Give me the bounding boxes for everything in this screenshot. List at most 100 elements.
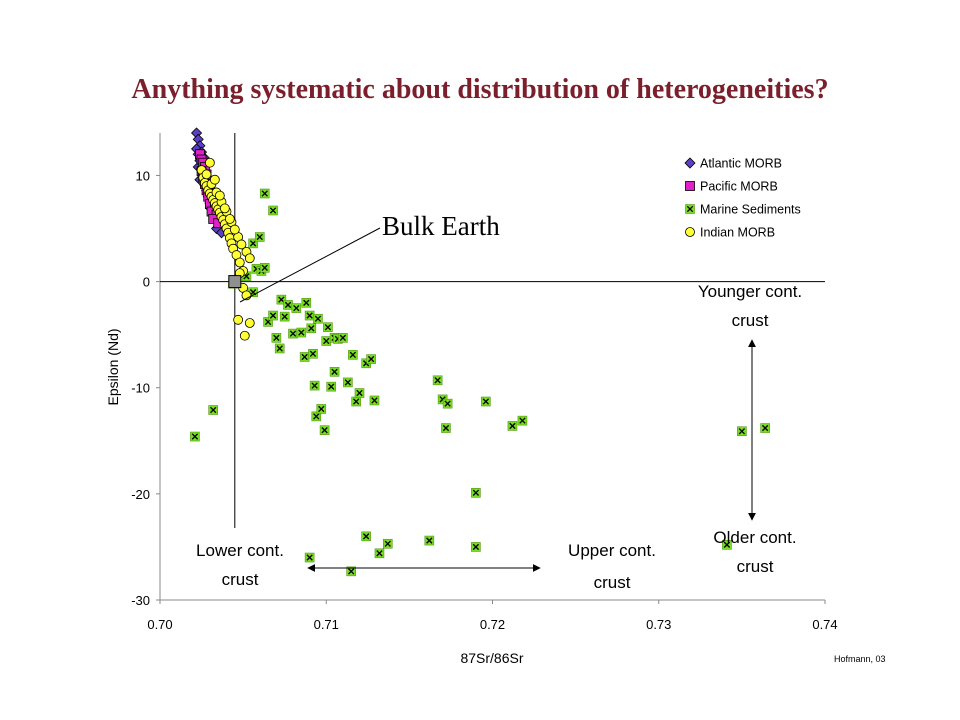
point-indian-morb	[201, 169, 212, 180]
lower-crust-label-line1: Lower cont.	[196, 541, 284, 560]
point-marine-sediments	[323, 322, 333, 333]
bulk-earth-marker	[228, 275, 242, 289]
point-indian-morb	[233, 314, 244, 325]
bulk-earth-leader-line	[239, 227, 381, 303]
point-indian-morb	[229, 224, 240, 235]
point-marine-sediments	[296, 327, 307, 338]
point-marine-sediments	[301, 298, 312, 308]
legend-item-marine-sediments: Marine Sediments	[685, 203, 801, 217]
x-tick-label: 0.73	[646, 617, 671, 632]
older-crust-label-line1: Older cont.	[713, 528, 796, 547]
legend-marker-indian-morb	[685, 227, 695, 237]
y-tick-label: 10	[136, 168, 150, 183]
point-marine-sediments	[271, 333, 282, 343]
point-marine-sediments	[316, 404, 327, 414]
upper-crust-annotation: Upper cont. crust	[568, 541, 656, 592]
x-ticks: 0.70 0.71 0.72 0.73 0.74	[147, 600, 838, 632]
point-marine-sediments	[432, 375, 443, 386]
point-marine-sediments	[441, 423, 451, 433]
point-marine-sediments	[313, 313, 323, 324]
bulk-earth-callout: Bulk Earth	[239, 211, 500, 303]
point-marine-sediments	[369, 395, 380, 406]
point-marine-sediments	[354, 388, 365, 398]
legend: Atlantic MORB Pacific MORB Marine Sediment…	[684, 157, 801, 240]
point-marine-sediments	[319, 425, 330, 435]
point-marine-sediments	[308, 348, 318, 359]
credit-text: Hofmann, 03	[834, 654, 886, 664]
point-indian-morb	[204, 157, 215, 168]
upper-crust-label-line2: crust	[594, 573, 631, 592]
point-indian-morb	[234, 257, 245, 268]
point-marine-sediments	[382, 538, 393, 549]
x-tick-label: 0.70	[147, 617, 172, 632]
point-indian-morb	[236, 239, 247, 250]
legend-marker-atlantic-morb	[684, 157, 696, 169]
lower-crust-annotation: Lower cont. crust	[196, 541, 284, 589]
point-marine-sediments	[329, 367, 340, 377]
y-tick-label: -10	[131, 381, 150, 396]
legend-label-indian-morb: Indian MORB	[700, 226, 775, 240]
younger-crust-label-line2: crust	[732, 311, 769, 330]
legend-label-atlantic-morb: Atlantic MORB	[700, 157, 782, 171]
point-marine-sediments	[311, 411, 322, 422]
legend-label-marine-sediments: Marine Sediments	[700, 203, 801, 217]
x-tick-label: 0.74	[812, 617, 837, 632]
point-marine-sediments	[306, 323, 317, 334]
point-marine-sediments	[517, 415, 528, 426]
point-indian-morb	[214, 190, 225, 201]
older-crust-annotation: Older cont. crust	[713, 528, 796, 576]
x-axis-title: 87Sr/86Sr	[460, 650, 523, 666]
point-marine-sediments	[208, 405, 218, 415]
y-tick-label: -30	[131, 593, 150, 608]
legend-marker-pacific-morb	[685, 181, 695, 191]
point-marine-sediments	[259, 262, 270, 273]
point-marine-sediments	[190, 431, 200, 442]
data-points	[190, 127, 770, 577]
point-marine-sediments	[321, 336, 332, 346]
series-indian-morb	[196, 157, 255, 341]
point-marine-sediments	[348, 350, 358, 360]
point-marine-sediments	[722, 540, 732, 550]
point-marine-sediments	[351, 396, 361, 407]
legend-item-indian-morb: Indian MORB	[685, 226, 775, 240]
point-marine-sediments	[737, 426, 747, 437]
point-indian-morb	[224, 214, 235, 224]
point-marine-sediments	[268, 205, 278, 216]
point-marine-sediments	[283, 300, 293, 310]
point-marine-sediments	[442, 398, 453, 409]
point-marine-sediments	[326, 381, 337, 392]
point-marine-sediments	[268, 310, 278, 321]
y-tick-label: 0	[143, 275, 150, 290]
older-crust-label-line2: crust	[737, 557, 774, 576]
point-marine-sediments	[254, 232, 265, 242]
point-marine-sediments	[338, 333, 348, 343]
point-marine-sediments	[374, 548, 385, 559]
legend-marker-marine-sediments	[685, 204, 695, 214]
point-marine-sediments	[760, 423, 770, 433]
point-marine-sediments	[366, 354, 376, 364]
point-marine-sediments	[291, 303, 302, 313]
point-indian-morb	[219, 203, 230, 214]
point-indian-morb	[209, 174, 220, 185]
point-marine-sediments	[507, 421, 518, 431]
bulk-earth-label: Bulk Earth	[382, 211, 500, 241]
point-marine-sediments	[304, 552, 315, 563]
point-marine-sediments	[424, 535, 435, 546]
x-tick-label: 0.72	[480, 617, 505, 632]
point-indian-morb	[239, 330, 250, 341]
upper-crust-label-line1: Upper cont.	[568, 541, 656, 560]
point-marine-sediments	[259, 188, 270, 199]
point-marine-sediments	[299, 352, 310, 362]
point-marine-sediments	[288, 328, 298, 339]
point-marine-sediments	[471, 542, 481, 552]
legend-item-pacific-morb: Pacific MORB	[685, 180, 778, 194]
slide-title: Anything systematic about distribution o…	[131, 74, 829, 105]
lower-crust-label-line2: crust	[222, 570, 259, 589]
legend-label-pacific-morb: Pacific MORB	[700, 180, 778, 194]
point-marine-sediments	[471, 488, 481, 498]
point-marine-sediments	[279, 311, 290, 322]
point-marine-sediments	[274, 343, 285, 354]
y-tick-label: -20	[131, 487, 150, 502]
point-marine-sediments	[304, 310, 315, 321]
